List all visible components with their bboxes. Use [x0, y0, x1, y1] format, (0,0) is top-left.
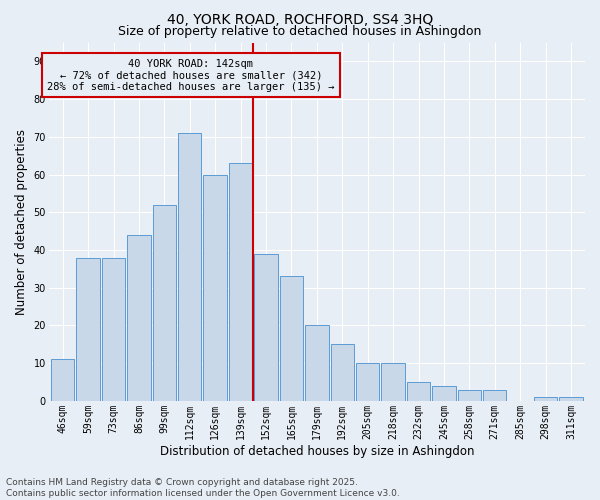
Bar: [559, 397, 583, 401]
Bar: [382, 363, 405, 401]
Y-axis label: Number of detached properties: Number of detached properties: [15, 128, 28, 314]
Text: Size of property relative to detached houses in Ashingdon: Size of property relative to detached ho…: [118, 25, 482, 38]
Text: 40 YORK ROAD: 142sqm
← 72% of detached houses are smaller (342)
28% of semi-deta: 40 YORK ROAD: 142sqm ← 72% of detached h…: [47, 58, 335, 92]
Bar: [229, 163, 252, 401]
Bar: [178, 133, 202, 401]
Bar: [432, 386, 455, 401]
Bar: [102, 258, 125, 401]
Bar: [534, 397, 557, 401]
Bar: [51, 360, 74, 401]
Bar: [305, 326, 329, 401]
Bar: [356, 363, 379, 401]
Bar: [280, 276, 303, 401]
Bar: [203, 174, 227, 401]
Text: 40, YORK ROAD, ROCHFORD, SS4 3HQ: 40, YORK ROAD, ROCHFORD, SS4 3HQ: [167, 12, 433, 26]
Bar: [483, 390, 506, 401]
Bar: [458, 390, 481, 401]
X-axis label: Distribution of detached houses by size in Ashingdon: Distribution of detached houses by size …: [160, 444, 474, 458]
Bar: [152, 204, 176, 401]
Bar: [76, 258, 100, 401]
Bar: [127, 235, 151, 401]
Text: Contains HM Land Registry data © Crown copyright and database right 2025.
Contai: Contains HM Land Registry data © Crown c…: [6, 478, 400, 498]
Bar: [407, 382, 430, 401]
Bar: [331, 344, 354, 401]
Bar: [254, 254, 278, 401]
